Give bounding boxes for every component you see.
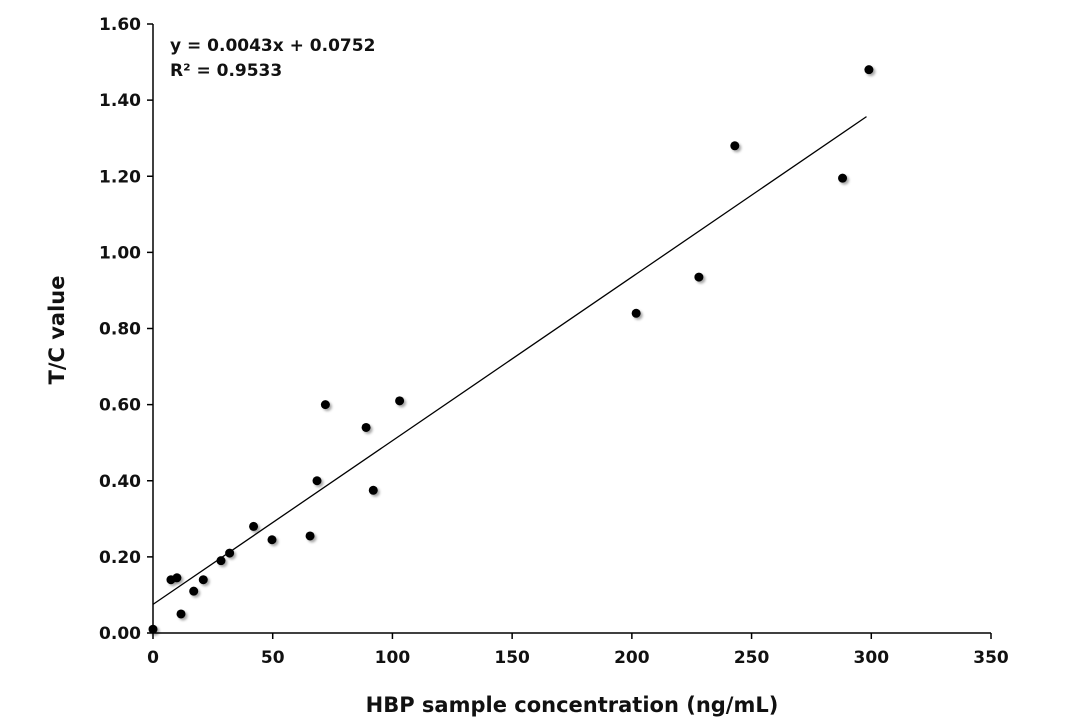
data-point [838,173,848,183]
x-tick-label: 200 [614,648,650,668]
data-point [631,308,641,318]
x-tick-label: 250 [734,648,770,668]
data-point [361,422,371,432]
y-tick-label: 0.20 [99,548,141,568]
x-tick-label: 300 [854,648,890,668]
r-squared-label: R² = 0.9533 [170,61,282,81]
x-tick-label: 100 [375,648,411,668]
y-tick-label: 0.00 [99,624,141,644]
data-point [148,624,158,634]
y-tick-label: 0.60 [99,396,141,416]
data-point [189,586,199,596]
data-point [312,476,322,486]
y-tick-label: 1.00 [99,243,141,263]
data-point [172,573,182,583]
x-tick-label: 0 [147,648,159,668]
y-axis-label: T/C value [45,276,69,385]
x-tick-label: 150 [494,648,530,668]
data-point [225,548,235,558]
x-axis-label: HBP sample concentration (ng/mL) [366,693,779,717]
data-point [395,396,405,406]
trendline [152,116,867,605]
data-point [267,535,277,545]
data-point [864,65,874,75]
data-point [176,609,186,619]
y-tick-label: 1.40 [99,91,141,111]
data-point [216,556,226,566]
data-point [320,400,330,410]
y-tick-label: 0.80 [99,320,141,340]
equation-label: y = 0.0043x + 0.0752 [170,36,375,56]
x-tick-label: 350 [973,648,1009,668]
y-tick-label: 1.60 [99,15,141,35]
data-point [730,141,740,151]
data-point [198,575,208,585]
y-tick-label: 0.40 [99,472,141,492]
data-point [694,272,704,282]
data-point [249,521,259,531]
data-point [305,531,315,541]
y-tick-label: 1.20 [99,167,141,187]
x-tick-label: 50 [261,648,285,668]
data-point [368,485,378,495]
